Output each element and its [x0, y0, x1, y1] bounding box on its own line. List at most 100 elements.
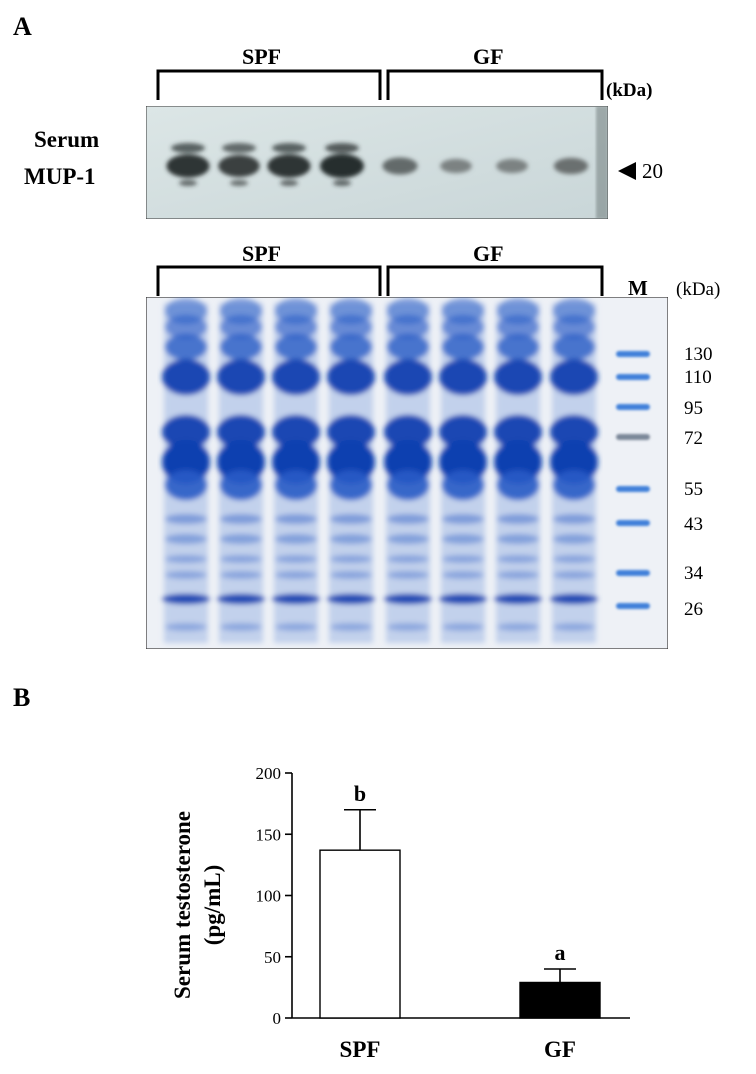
gel-band [165, 334, 207, 360]
gel-brackets [156, 265, 604, 296]
gel-band [439, 359, 487, 395]
gel-band [327, 415, 375, 449]
gel-band [330, 334, 372, 360]
gel-band [330, 555, 372, 563]
gel-band [330, 514, 372, 524]
gel-band [217, 594, 265, 604]
gel-lane [384, 298, 432, 643]
gel-band [442, 315, 484, 339]
x-category-label: SPF [340, 1037, 381, 1062]
western-band-upper [171, 143, 205, 153]
gel-band [330, 623, 372, 631]
western-band-main [496, 158, 528, 174]
gel-band [497, 623, 539, 631]
gel-band [272, 594, 320, 604]
gel-band [327, 359, 375, 395]
gel-band [439, 415, 487, 449]
gel-band [553, 315, 595, 339]
gel-band [330, 470, 372, 500]
gel-band [442, 555, 484, 563]
western-band-upper [272, 143, 306, 153]
gel-band [497, 334, 539, 360]
gel-band [330, 571, 372, 579]
gel-band [162, 359, 210, 395]
gel-band [497, 315, 539, 339]
gel-lane [439, 298, 487, 643]
gel-band [272, 359, 320, 395]
gel-kda-unit: (kDa) [676, 279, 721, 300]
gel-band [442, 571, 484, 579]
gel-band [165, 470, 207, 500]
gel-band [497, 555, 539, 563]
ladder-band [616, 603, 650, 609]
y-axis-label-line2: (pg/mL) [200, 865, 225, 946]
western-band-main [382, 157, 418, 175]
gel-band [220, 571, 262, 579]
gel-band [497, 571, 539, 579]
western-brackets [156, 69, 604, 100]
gel-band [550, 594, 598, 604]
y-tick-label: 150 [256, 825, 282, 844]
gel-band [275, 623, 317, 631]
gel-band [553, 514, 595, 524]
gel-band [220, 470, 262, 500]
gel-band [272, 415, 320, 449]
gel-band [220, 555, 262, 563]
gel-band [275, 571, 317, 579]
western-blot-image [146, 106, 608, 219]
mw-marker-72: 72 [684, 428, 703, 449]
ladder-band [616, 404, 650, 410]
gel-band [220, 334, 262, 360]
gel-band [327, 594, 375, 604]
gel-band [217, 415, 265, 449]
coomassie-gel-image [146, 297, 668, 649]
western-band-main [218, 155, 260, 177]
gel-band [275, 470, 317, 500]
ladder-band [616, 570, 650, 576]
western-group-gf-label: GF [473, 44, 504, 69]
gel-band [220, 514, 262, 524]
gel-band [275, 315, 317, 339]
gel-band [497, 514, 539, 524]
ladder-band [616, 434, 650, 440]
gel-band [387, 514, 429, 524]
ladder-band [616, 374, 650, 380]
significance-letter: a [555, 940, 566, 965]
gel-band [384, 415, 432, 449]
bar-spf [319, 849, 401, 1019]
gel-band [217, 359, 265, 395]
gel-lane [217, 298, 265, 643]
gel-lane [550, 298, 598, 643]
gel-band [442, 623, 484, 631]
western-row-label-line2: MUP-1 [24, 164, 96, 189]
western-kda-unit: (kDa) [606, 80, 653, 101]
western-band-lower [230, 180, 248, 186]
mw-marker-43: 43 [684, 514, 703, 535]
x-category-label: GF [544, 1037, 576, 1062]
western-band-lower [333, 180, 351, 186]
y-tick-label: 0 [273, 1009, 282, 1028]
gel-band [162, 415, 210, 449]
y-tick-label: 50 [264, 948, 281, 967]
significance-letter: b [354, 781, 366, 806]
mw-marker-130: 130 [684, 344, 713, 365]
gel-band [275, 334, 317, 360]
gel-band [275, 514, 317, 524]
gel-lane [327, 298, 375, 643]
panel-b-label: B [13, 683, 31, 712]
gel-lane [272, 298, 320, 643]
gel-band [165, 571, 207, 579]
western-band-main [553, 157, 589, 175]
gel-band [553, 470, 595, 500]
gel-band [330, 315, 372, 339]
gel-band [220, 534, 262, 544]
gel-band [494, 415, 542, 449]
y-tick-label: 100 [256, 887, 282, 906]
mw-marker-55: 55 [684, 479, 703, 500]
gel-band [497, 534, 539, 544]
gel-band [165, 514, 207, 524]
gel-group-spf-label: SPF [242, 241, 282, 266]
gel-band [553, 623, 595, 631]
gel-band [387, 555, 429, 563]
gel-lane [494, 298, 542, 643]
